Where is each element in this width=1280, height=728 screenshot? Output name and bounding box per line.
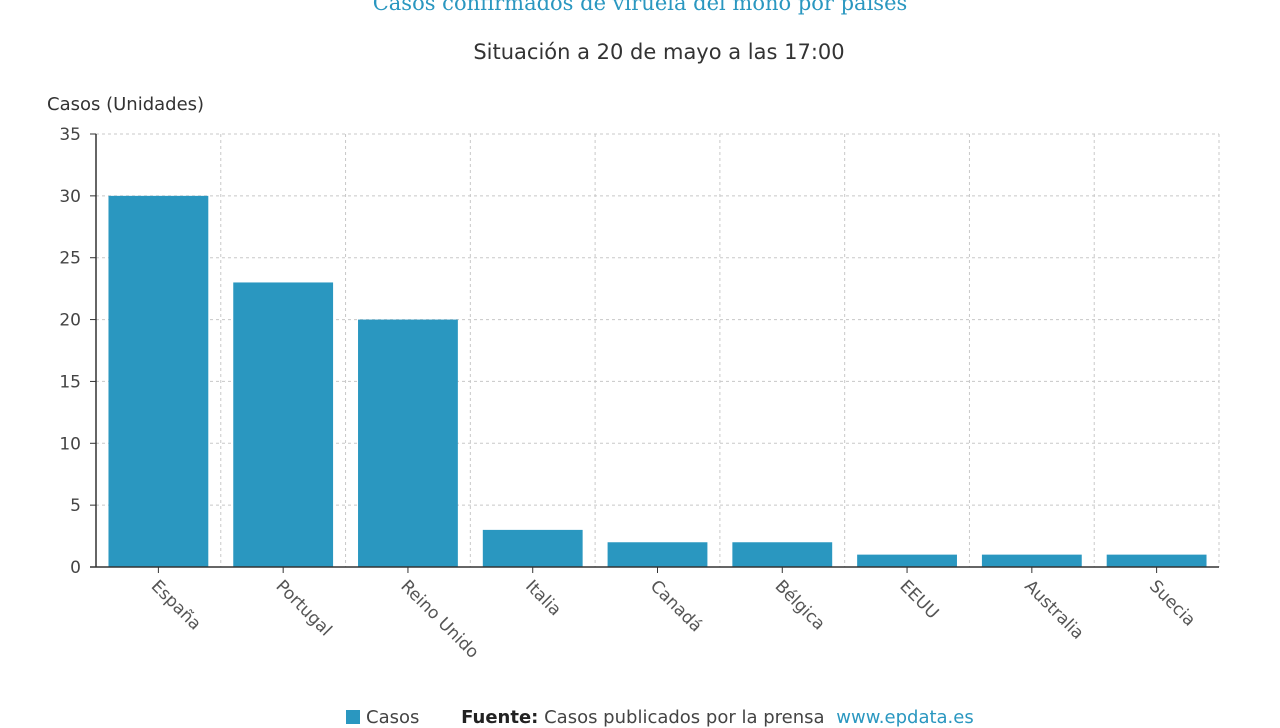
bar-5[interactable] — [732, 542, 833, 567]
source-label: Fuente: — [461, 707, 539, 728]
source-link[interactable]: www.epdata.es — [836, 707, 974, 728]
x-tick-label: Portugal — [272, 576, 336, 640]
x-tick-label: Italia — [521, 576, 565, 620]
y-tick-label: 10 — [59, 434, 81, 454]
bar-3[interactable] — [482, 529, 583, 567]
y-tick-label: 20 — [59, 311, 81, 331]
x-tick-label: Reino Unido — [396, 576, 482, 662]
x-tick-labels: España Portugal Reino Unido Italia Canadá Bél… — [147, 576, 1199, 662]
bar-1[interactable] — [233, 282, 334, 567]
y-tick-label: 30 — [59, 187, 81, 207]
bar-0[interactable] — [108, 195, 209, 567]
y-tick-label: 0 — [70, 558, 81, 578]
bars — [108, 195, 1207, 567]
x-tick-label: España — [147, 576, 205, 634]
y-tick-label: 15 — [59, 372, 81, 392]
y-axis-label: Casos (Unidades) — [47, 94, 205, 115]
legend-label: Casos — [366, 707, 420, 728]
y-tick-label: 35 — [59, 125, 81, 145]
bar-8[interactable] — [1106, 554, 1207, 567]
x-tick-label: Bélgica — [771, 576, 829, 634]
y-tick-label: 5 — [70, 496, 81, 516]
legend: Casos Fuente: Casos publicados por la pr… — [346, 707, 974, 728]
bar-2[interactable] — [358, 319, 458, 567]
axes — [90, 133, 1219, 573]
bar-7[interactable] — [981, 554, 1082, 567]
bar-6[interactable] — [857, 554, 957, 567]
chart-subtitle: Situación a 20 de mayo a las 17:00 — [473, 40, 845, 64]
y-tick-label: 25 — [59, 249, 81, 269]
y-tick-labels: 0 5 10 15 20 25 30 35 — [59, 125, 81, 578]
x-tick-label: Australia — [1020, 576, 1087, 643]
x-tick-label: Canadá — [646, 576, 706, 636]
source-text: Casos publicados por la prensa — [544, 707, 825, 728]
legend-swatch — [346, 710, 360, 724]
x-tick-label: Suecia — [1145, 576, 1199, 630]
chart-title: Casos confirmados de viruela del mono po… — [372, 0, 908, 15]
x-tick-label: EEUU — [896, 576, 943, 623]
bar-4[interactable] — [607, 542, 708, 567]
